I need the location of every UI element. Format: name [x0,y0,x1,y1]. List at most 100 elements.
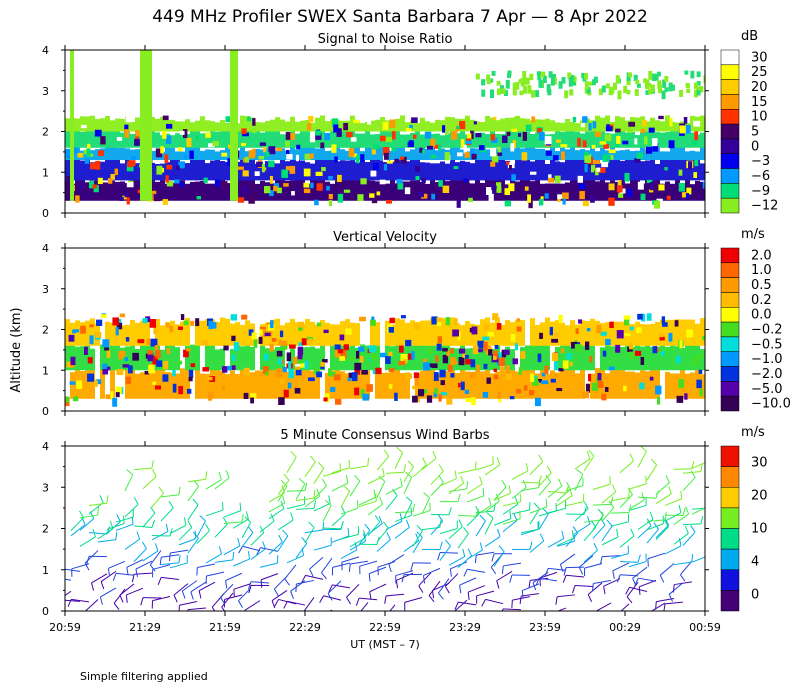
wind-barb [646,458,658,481]
wind-barb [673,553,694,566]
heatmap-cell [110,174,115,180]
heatmap-cell [470,119,475,132]
heatmap-cell [545,374,550,399]
heatmap-cell [346,131,353,138]
heatmap-cell [426,395,433,403]
heatmap-cell [400,157,405,181]
heatmap-cell [650,84,655,92]
heatmap-cell [624,172,630,182]
wind-barb [250,541,266,560]
heatmap-cell [117,368,124,376]
wind-barb [603,578,621,595]
wind-barb [663,601,684,611]
heatmap-cell [623,385,627,392]
heatmap-cell [507,73,512,79]
heatmap-cell [480,121,485,132]
heatmap-cell [80,325,86,334]
heatmap-cell [515,371,520,399]
heatmap-cell [490,117,495,132]
heatmap-cell [206,376,213,381]
heatmap-cell [530,161,535,181]
heatmap-cell [285,180,290,201]
heatmap-cell [379,352,387,358]
heatmap-cell [540,159,545,181]
heatmap-cell [450,179,455,201]
heatmap-cell [151,190,157,195]
heatmap-cell [430,143,435,161]
heatmap-cell [425,148,430,161]
heatmap-cell [605,338,611,346]
heatmap-cell [693,89,698,98]
heatmap-cell [410,180,415,201]
wind-barb [340,500,359,515]
wind-barb [214,517,228,538]
heatmap-cell [661,90,666,100]
heatmap-cell [552,77,557,85]
heatmap-cell [492,116,497,120]
y-tick-label: 4 [42,242,49,255]
heatmap-cell [155,319,160,346]
heatmap-cell [275,366,280,399]
heatmap-cell [670,84,675,91]
heatmap-cell [600,129,605,148]
colorbar-swatch [720,94,740,110]
wind-barb [403,460,414,483]
heatmap-cell [160,116,165,132]
heatmap-cell [340,350,347,359]
wind-barb [205,546,223,564]
heatmap-cell [210,368,215,399]
heatmap-cell [583,151,589,156]
heatmap-cell [590,164,596,173]
wind-barb [466,487,485,503]
heatmap-cell [145,316,151,322]
heatmap-cell [465,182,470,201]
heatmap-cell [548,71,553,78]
heatmap-cell [340,120,345,132]
heatmap-cell [460,325,465,346]
heatmap-cell [675,156,680,181]
heatmap-cell [440,392,447,396]
heatmap-cell [90,180,95,201]
heatmap-cell [310,321,315,346]
heatmap-cell [210,121,215,132]
heatmap-cell [655,144,660,161]
heatmap-cell [425,366,430,399]
heatmap-cell [464,389,470,394]
heatmap-cell [555,129,560,148]
heatmap-cell [215,349,220,371]
heatmap-cell [320,127,325,148]
heatmap-cell [635,79,640,84]
y-tick-label: 4 [42,440,49,453]
heatmap-cell [505,117,510,132]
heatmap-cell [375,370,380,399]
wind-barb [691,556,705,563]
heatmap-cell [389,317,395,324]
wind-barb [403,496,413,519]
x-tick-label: 00:29 [609,621,641,634]
heatmap-cell [436,321,442,326]
wind-barb [268,534,283,555]
heatmap-cell [446,350,450,357]
heatmap-cell [166,348,171,355]
heatmap-cell [185,119,190,132]
heatmap-cell [140,343,145,371]
heatmap-cell [670,319,675,346]
x-tick-label: 23:29 [449,621,481,634]
heatmap-cell [435,182,440,201]
heatmap-cell [610,157,615,181]
heatmap-cell [592,121,597,129]
heatmap-cell [120,147,125,161]
heatmap-cell [222,366,228,373]
wind-barb [395,572,414,589]
heatmap-cell [215,321,220,346]
heatmap-cell [486,377,491,384]
heatmap-cell [544,136,552,145]
heatmap-cell [482,391,489,398]
heatmap-cell [355,155,360,164]
heatmap-cell [500,118,505,132]
heatmap-cell [125,115,132,123]
colorbar-label: −0.5 [751,337,783,352]
heatmap-cell [170,320,175,346]
heatmap-cell [375,344,380,371]
heatmap-cell [465,371,470,399]
